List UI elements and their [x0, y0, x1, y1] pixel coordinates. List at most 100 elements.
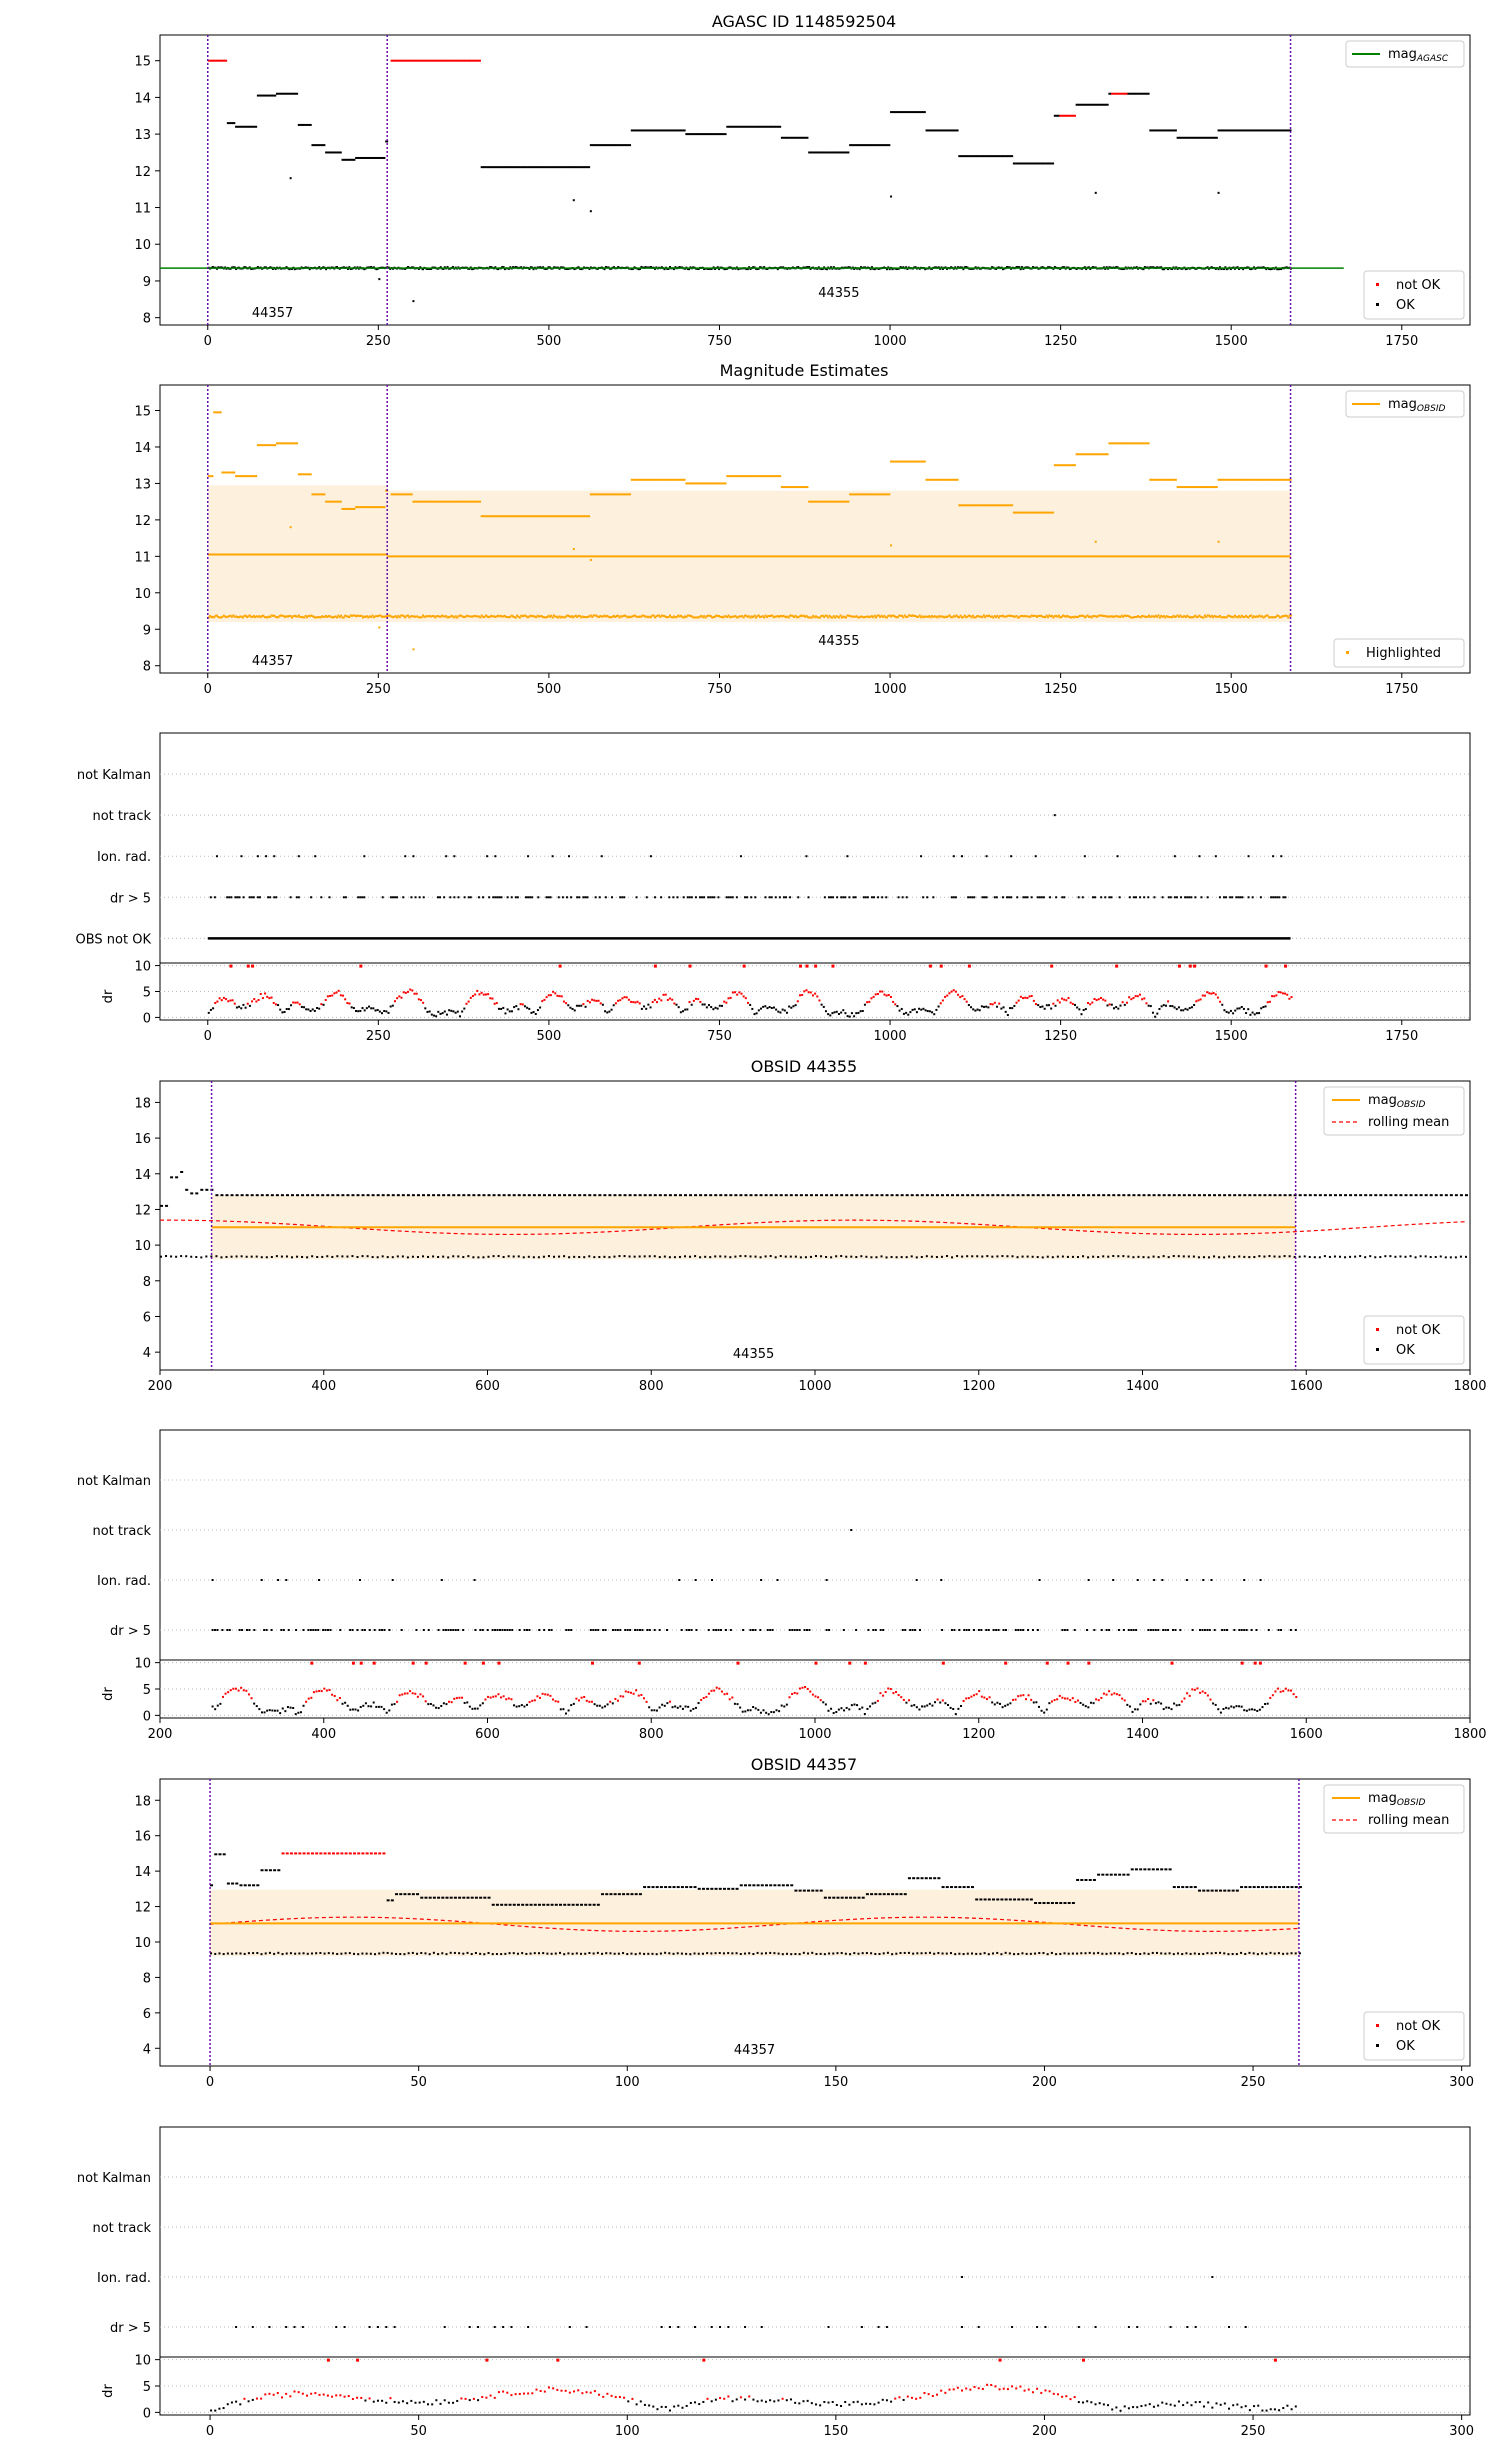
- data-point-ok: [1206, 266, 1209, 269]
- flag-point: [1259, 896, 1262, 899]
- dr-point: [326, 995, 329, 998]
- data-point-ok: [1077, 1194, 1080, 1197]
- dr-point: [662, 993, 665, 996]
- flag-point: [1180, 896, 1183, 899]
- data-point-ok: [1157, 1256, 1160, 1259]
- dr-point: [368, 1005, 371, 1008]
- data-point-ok: [688, 133, 692, 136]
- dr-point: [211, 1705, 214, 1708]
- data-point-ok: [344, 158, 348, 161]
- data-point-ok: [498, 615, 501, 618]
- data-point-ok: [239, 615, 242, 618]
- data-point-ok: [360, 156, 364, 159]
- dr-point: [558, 964, 562, 968]
- dr-point: [661, 1703, 664, 1706]
- data-point-ok: [255, 1194, 259, 1197]
- flag-category-label: OBS not OK: [76, 932, 152, 947]
- data-point-ok: [540, 166, 544, 169]
- data-point-ok: [673, 1194, 677, 1197]
- flag-point: [881, 896, 884, 899]
- flag-point: [1221, 1629, 1224, 1631]
- data-point-ok: [311, 144, 315, 147]
- x-tick-label: 1500: [1215, 1029, 1248, 1044]
- data-point-ok: [950, 616, 953, 619]
- data-point-ok: [251, 615, 254, 618]
- dr-point: [209, 1008, 212, 1011]
- data-point-ok: [420, 500, 424, 503]
- flag-point: [711, 1579, 714, 1581]
- flag-point: [242, 896, 245, 899]
- dr-point: [910, 1704, 913, 1707]
- dr-point: [1115, 1006, 1118, 1009]
- dr-point: [259, 993, 262, 996]
- dr-point: [1277, 991, 1280, 994]
- y-tick-label: 16: [134, 1132, 151, 1147]
- data-point-ok: [270, 1256, 273, 1259]
- dr-point: [307, 1008, 310, 1011]
- data-point-ok: [896, 616, 899, 619]
- data-point-ok: [812, 614, 815, 617]
- dr-point: [409, 988, 412, 991]
- data-point-ok: [495, 1903, 499, 1906]
- data-point-ok: [741, 615, 744, 618]
- data-point-ok: [606, 493, 610, 496]
- flag-point: [1274, 896, 1277, 899]
- data-point-ok: [963, 614, 966, 617]
- data-point-ok: [419, 616, 422, 619]
- data-point-ok: [674, 129, 678, 132]
- flag-point: [440, 1579, 443, 1581]
- dr-point: [1266, 1001, 1269, 1004]
- dr-point: [671, 1706, 674, 1709]
- dr-point: [1065, 999, 1068, 1002]
- data-point-ok: [322, 144, 326, 147]
- data-point-ok: [297, 473, 301, 476]
- data-point-ok: [797, 266, 800, 269]
- flag-point: [1010, 855, 1013, 858]
- data-point-ok: [724, 1255, 727, 1258]
- dr-point: [1253, 1013, 1256, 1016]
- x-tick-label: 600: [475, 1727, 500, 1742]
- data-point-ok: [286, 615, 289, 618]
- data-point-ok: [297, 614, 300, 617]
- data-point-ok: [756, 268, 759, 271]
- data-point-ok: [995, 267, 998, 270]
- data-point-not-ok: [294, 1852, 298, 1855]
- data-point-ok: [935, 1194, 939, 1197]
- dr-point: [456, 1010, 459, 1013]
- dr-point: [1152, 1699, 1155, 1702]
- data-point-not-ok: [401, 59, 405, 62]
- data-point-ok: [1288, 614, 1291, 617]
- x-tick-label: 800: [639, 1727, 664, 1742]
- flag-point: [1251, 896, 1254, 899]
- dr-point: [261, 997, 264, 1000]
- data-point-ok: [779, 266, 782, 269]
- dr-point: [1245, 1012, 1248, 1015]
- flag-point: [452, 1629, 455, 1631]
- data-point-ok: [403, 1953, 406, 1956]
- data-point-ok: [411, 615, 414, 618]
- dr-point: [1258, 1012, 1261, 1015]
- data-point-ok: [1424, 1255, 1427, 1258]
- dr-point: [1160, 1702, 1163, 1705]
- dr-point: [713, 1689, 716, 1692]
- dr-point: [1251, 1011, 1254, 1014]
- x-tick-label: 500: [536, 334, 561, 349]
- data-point-ok: [1004, 504, 1008, 507]
- data-point-ok: [1266, 129, 1270, 132]
- data-point-not-ok: [310, 1852, 314, 1855]
- flag-point: [211, 1629, 214, 1631]
- data-point-ok: [486, 166, 490, 169]
- data-point-ok: [726, 475, 730, 478]
- dr-point: [281, 1011, 284, 1014]
- dr-point: [788, 1005, 791, 1008]
- data-point-ok: [583, 1194, 587, 1197]
- data-point-ok: [265, 1256, 268, 1259]
- data-point-ok: [399, 1953, 402, 1956]
- data-point-ok: [1277, 615, 1280, 618]
- data-point-ok: [991, 615, 994, 618]
- data-point-ok: [754, 1255, 757, 1258]
- data-point-ok: [623, 1255, 626, 1258]
- data-point-ok: [996, 614, 999, 617]
- data-point-ok: [260, 615, 263, 618]
